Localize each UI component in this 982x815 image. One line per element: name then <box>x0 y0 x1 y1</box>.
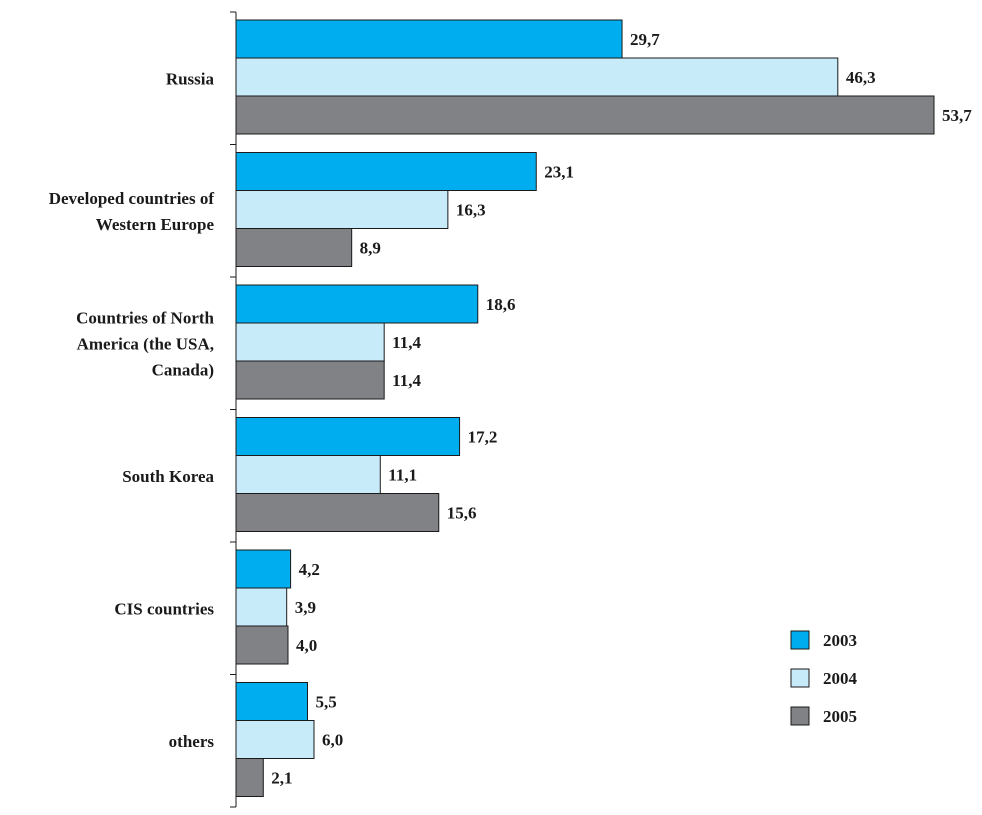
legend-swatch-2005 <box>790 706 810 726</box>
data-label-2004-0: 46,3 <box>846 68 876 87</box>
bar-2003-5 <box>235 682 308 721</box>
bar-2003-1 <box>235 152 537 191</box>
axis <box>230 11 237 808</box>
bar-2004-5 <box>235 720 315 759</box>
category-label: Countries of North America (the USA, Canad… <box>76 308 214 379</box>
bars <box>235 19 935 797</box>
data-label-2003-2: 18,6 <box>486 295 516 314</box>
data-label-2004-1: 16,3 <box>456 201 486 220</box>
value-labels: 29,7 46,3 53,7 23,1 16,3 8,9 18,6 11,4 11,4 17,2 1… <box>271 30 972 788</box>
category-label: CIS countries <box>114 599 214 618</box>
legend-label-2005: 2005 <box>823 707 857 726</box>
bar-2004-2 <box>235 322 385 362</box>
bar-2004-4 <box>235 587 288 627</box>
bar-2005-2 <box>235 360 385 400</box>
bar-2005-5 <box>235 758 264 797</box>
data-label-2005-0: 53,7 <box>942 106 972 125</box>
data-label-2004-2: 11,4 <box>392 333 421 352</box>
data-label-2005-4: 4,0 <box>296 636 317 655</box>
bar-2003-2 <box>235 284 479 324</box>
bar-2004-0 <box>235 57 839 97</box>
data-label-2005-3: 15,6 <box>447 504 477 523</box>
category-labels: Russia Developed countries of Western Euro… <box>49 69 215 751</box>
bar-2005-1 <box>235 228 353 267</box>
category-label: South Korea <box>122 467 214 486</box>
data-label-2005-1: 8,9 <box>360 239 381 258</box>
legend-label-2004: 2004 <box>823 669 858 688</box>
legend-swatch-2003 <box>790 630 810 650</box>
legend-swatch-2004 <box>790 668 810 688</box>
bar-2005-0 <box>235 95 935 135</box>
data-label-2003-5: 5,5 <box>315 693 336 712</box>
bar-2003-3 <box>235 417 461 456</box>
data-label-2005-2: 11,4 <box>392 371 421 390</box>
category-label: others <box>169 732 215 751</box>
bar-2004-3 <box>235 455 381 494</box>
bar-2003-4 <box>235 549 292 589</box>
legend: 2003 2004 2005 <box>790 630 858 726</box>
bar-2004-1 <box>235 190 449 229</box>
bar-2003-0 <box>235 19 623 59</box>
bar-2005-4 <box>235 625 289 665</box>
data-label-2004-3: 11,1 <box>388 466 417 485</box>
category-label: Developed countries of Western Europe <box>49 189 215 234</box>
data-label-2004-4: 3,9 <box>295 598 316 617</box>
data-label-2003-0: 29,7 <box>630 30 660 49</box>
data-label-2003-1: 23,1 <box>544 163 574 182</box>
data-label-2004-5: 6,0 <box>322 731 343 750</box>
data-label-2005-5: 2,1 <box>271 769 292 788</box>
bar-2005-3 <box>235 493 440 532</box>
data-label-2003-3: 17,2 <box>468 428 498 447</box>
category-label: Russia <box>166 69 215 88</box>
legend-label-2003: 2003 <box>823 631 857 650</box>
data-label-2003-4: 4,2 <box>299 560 320 579</box>
